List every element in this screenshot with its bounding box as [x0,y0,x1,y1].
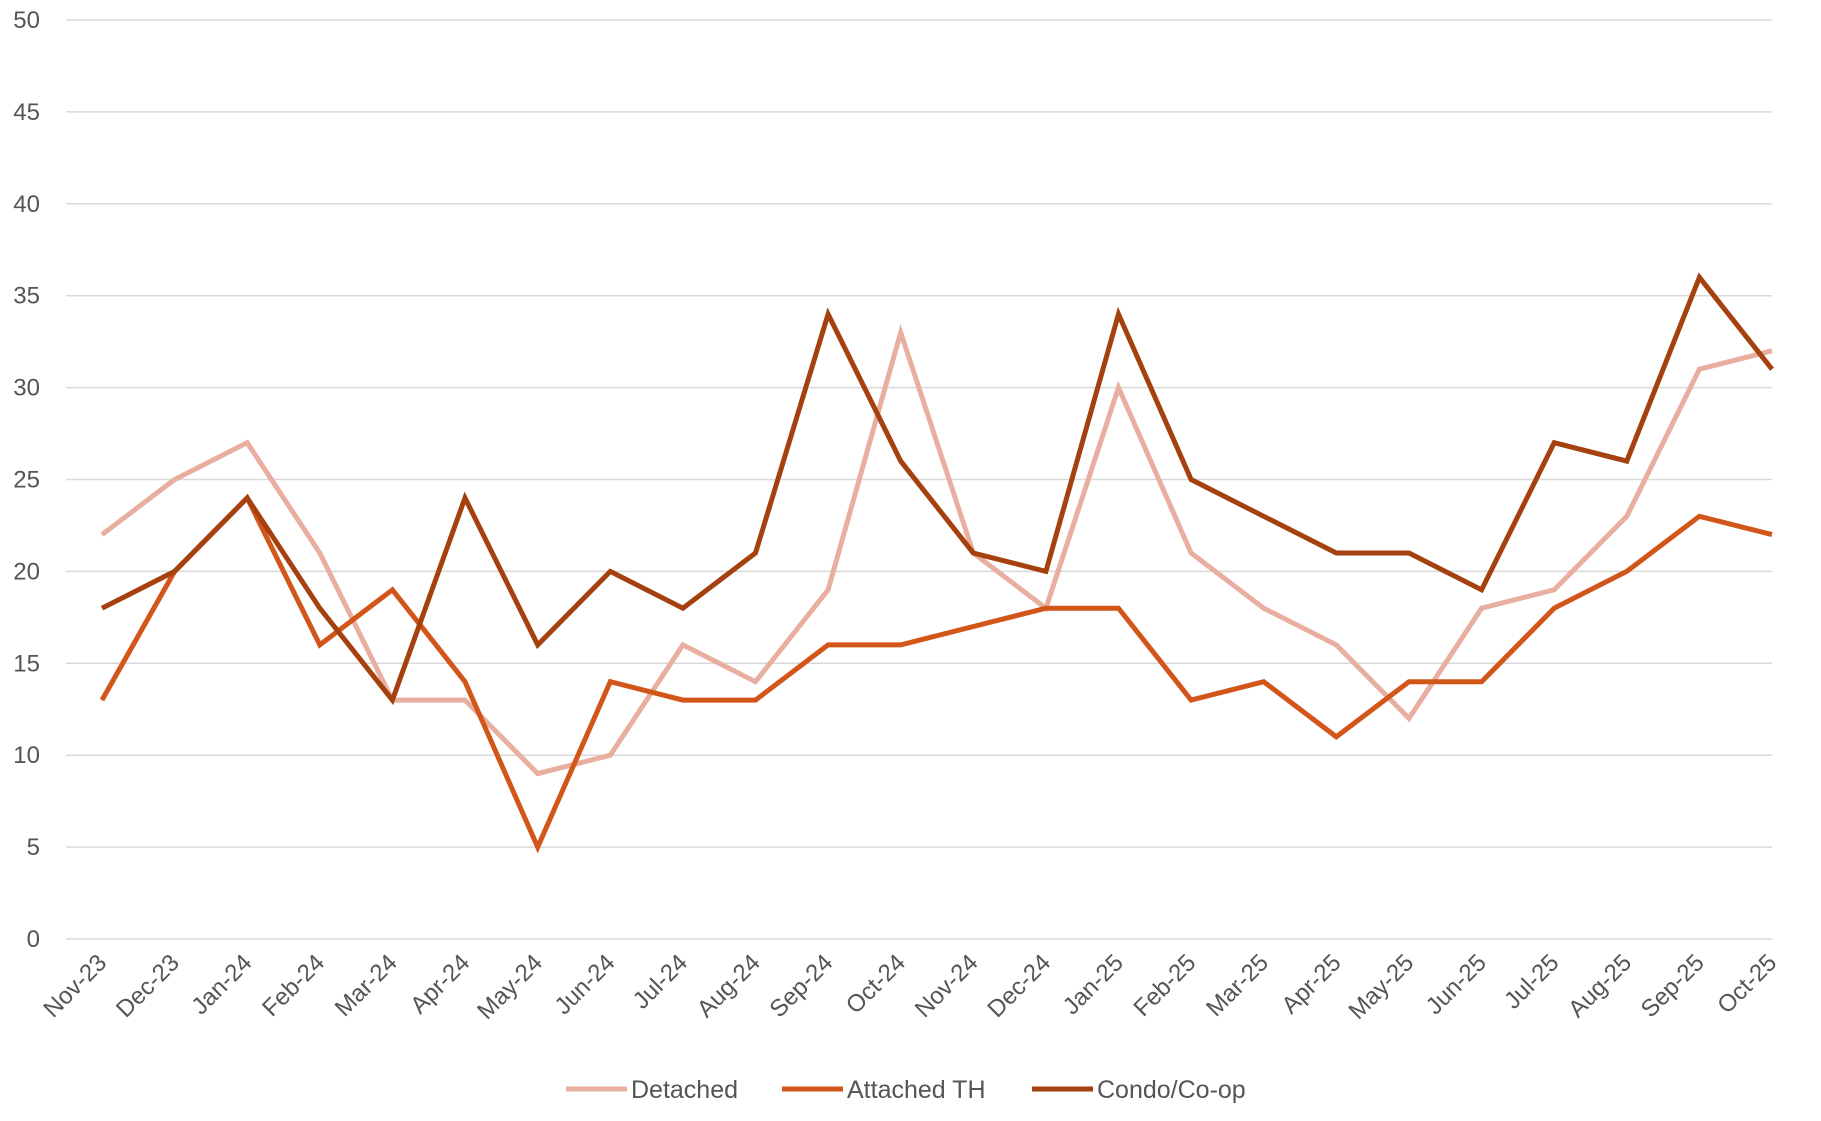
x-tick-label: Nov-24 [910,949,984,1023]
x-tick-label: Jan-24 [186,949,257,1020]
x-tick-label: Apr-25 [1277,949,1347,1019]
series-lines [99,272,1774,854]
y-tick-label: 10 [13,742,40,769]
x-tick-label: Dec-24 [982,949,1056,1023]
y-tick-label: 0 [27,926,40,953]
series-line-detached [100,323,1773,777]
x-tick-label: Mar-24 [330,949,403,1022]
x-tick-label: Oct-24 [841,949,911,1019]
x-tick-label: Jun-25 [1421,949,1492,1020]
x-tick-label: Jul-25 [1499,949,1564,1014]
x-tick-label: Jan-25 [1058,949,1129,1020]
x-tick-label: Feb-25 [1129,949,1202,1022]
y-tick-label: 40 [13,191,40,218]
x-tick-label: Feb-24 [257,949,330,1022]
y-tick-label: 30 [13,375,40,402]
x-tick-label: Oct-25 [1712,949,1782,1019]
y-tick-label: 35 [13,283,40,310]
series-line-condo-co-op [100,272,1774,706]
x-tick-label: Jun-24 [550,949,621,1020]
legend-label: Condo/Co-op [1097,1076,1246,1104]
x-tick-label: Aug-24 [692,949,766,1023]
y-tick-label: 25 [13,467,40,494]
y-tick-label: 50 [13,7,40,34]
legend: Detached Attached TH Condo/Co-op [566,1076,1246,1104]
series-line-attached-th [99,493,1773,854]
x-tick-label: Dec-23 [111,949,185,1023]
x-tick-label: May-24 [472,949,548,1025]
x-tick-label: Mar-25 [1201,949,1274,1022]
x-tick-label: Aug-25 [1563,949,1637,1023]
x-tick-label: Sep-24 [765,949,839,1023]
x-tick-label: Apr-24 [405,949,475,1019]
y-tick-label: 5 [27,834,40,861]
x-tick-label: May-25 [1344,949,1420,1025]
y-axis-ticks: 0 5 10 15 20 25 30 35 40 45 50 [13,7,40,953]
x-tick-label: Nov-23 [38,949,112,1023]
y-tick-label: 45 [13,99,40,126]
legend-label: Attached TH [847,1076,986,1104]
y-tick-label: 20 [13,558,40,585]
x-tick-label: Sep-25 [1636,949,1710,1023]
x-tick-label: Jul-24 [628,949,693,1014]
legend-label: Detached [631,1076,738,1104]
y-tick-label: 15 [13,650,40,677]
gridlines [66,19,1772,940]
